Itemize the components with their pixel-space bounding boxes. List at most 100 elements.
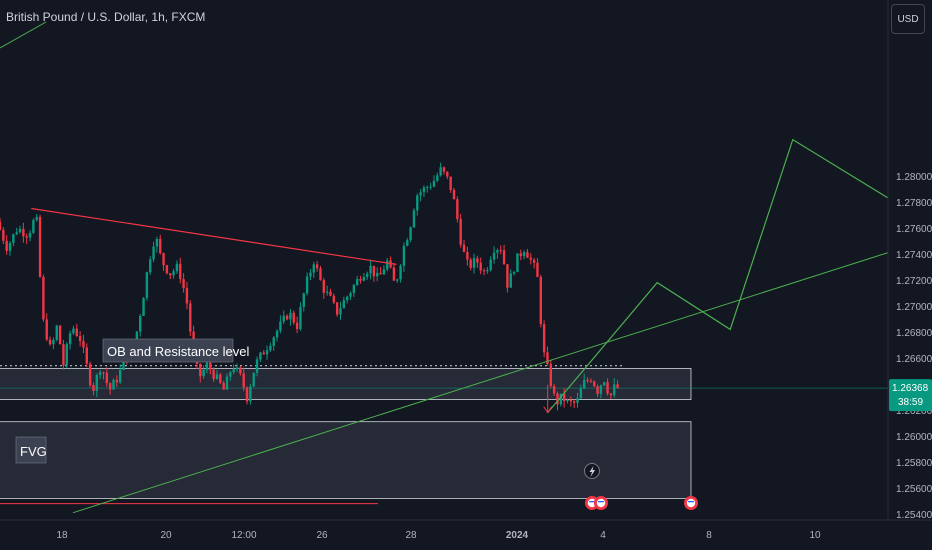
levels-layer [0,365,888,505]
candle-body [486,269,489,272]
price-tick-label: 1.25400 [896,510,932,521]
candle-body [95,375,99,391]
candle-body [5,240,8,251]
candle-body [259,352,262,360]
candle-body [98,372,102,376]
candle-body [516,253,519,273]
candle-body [32,220,35,233]
candle-body [22,228,25,237]
currency-button[interactable]: USD [891,4,925,34]
time-tick-label: 12:00 [231,530,256,541]
candle-body [379,272,382,275]
candle-body [78,336,82,341]
red-trendline[interactable] [31,207,397,265]
candle-body [469,259,472,268]
candle-body [536,262,539,277]
candle-body [92,385,95,391]
time-tick-label: 4 [600,530,606,541]
candle-body [82,340,85,348]
candle-body [342,300,346,309]
candle-body [512,272,516,274]
candle-body [522,252,526,257]
candle-body [149,259,152,273]
price-axis[interactable]: 1.28000 1.27800 1.27600 1.27400 1.27200 1.270… [887,0,932,521]
candle-body [179,263,182,280]
candle-body [35,216,38,221]
candle-body [155,238,159,247]
candle-body [569,399,573,402]
candle-body [546,352,549,364]
candle-body [172,271,175,276]
candle-body [322,280,326,293]
candle-body [549,363,553,387]
candle-body [239,367,242,374]
candle-body [272,337,275,346]
candle-body [152,246,155,260]
candle-body [165,265,169,274]
ob-label: OB and Resistance level [107,344,249,359]
candle-body [242,373,245,388]
candle-body [509,273,512,288]
candle-body [42,276,45,320]
candle-body [419,192,422,196]
flag-event-icon-inner [596,498,606,508]
time-axis[interactable]: 18 20 12:00 26 28 2024 4 8 10 [0,519,932,550]
fvg-zone[interactable] [0,421,692,499]
projection-path[interactable] [547,138,927,413]
fvg-label: FVG [20,444,47,459]
candle-body [579,388,583,399]
fvg-label-box [15,436,47,464]
candle-body [609,393,613,396]
candle-body [603,382,606,386]
candle-body [309,272,312,277]
candle-body [345,296,349,301]
candle-body [159,238,162,254]
ob-resistance-zone[interactable] [0,367,692,400]
candle-body [613,384,616,396]
candle-body [2,229,5,241]
candle-body [386,260,389,270]
candle-body [332,295,336,303]
candle-body [85,347,88,364]
candle-body [502,250,506,265]
green-trendline-top-left[interactable] [0,21,47,49]
candle-body [209,362,212,370]
candle-body [416,195,419,211]
time-tick-label: 28 [405,530,417,541]
green-trendline[interactable] [72,252,889,514]
candle-body [185,288,189,304]
time-tick-label: 18 [56,530,68,541]
candle-body [399,265,402,280]
candle-body [526,252,529,258]
symbol-title[interactable]: British Pound / U.S. Dollar, 1h, FXCM [6,10,206,24]
candle-body [459,218,462,245]
time-tick-label: 10 [809,530,821,541]
candle-body [48,339,52,345]
candle-body [289,312,292,320]
candle-body [392,267,396,281]
candle-body [15,232,18,235]
candle-body [269,345,272,351]
candle-body [449,176,452,190]
candle-body [235,367,239,370]
candle-body [252,372,255,387]
candle-body [432,180,436,187]
candle-body [402,245,406,266]
candle-body [245,387,249,402]
candle-body [52,340,55,345]
price-tick-label: 1.27800 [896,198,932,209]
candle-body [529,257,532,260]
candle-body [219,374,222,383]
candle-body [299,306,302,330]
candle-body [312,264,315,273]
candle-body [225,376,229,390]
candle-body [462,244,466,252]
candle-body [596,386,599,394]
candle-body [582,380,586,389]
candle-body [439,167,442,176]
price-tick-label: 1.27600 [896,224,932,235]
candle-body [115,379,119,383]
candle-body [499,250,502,252]
